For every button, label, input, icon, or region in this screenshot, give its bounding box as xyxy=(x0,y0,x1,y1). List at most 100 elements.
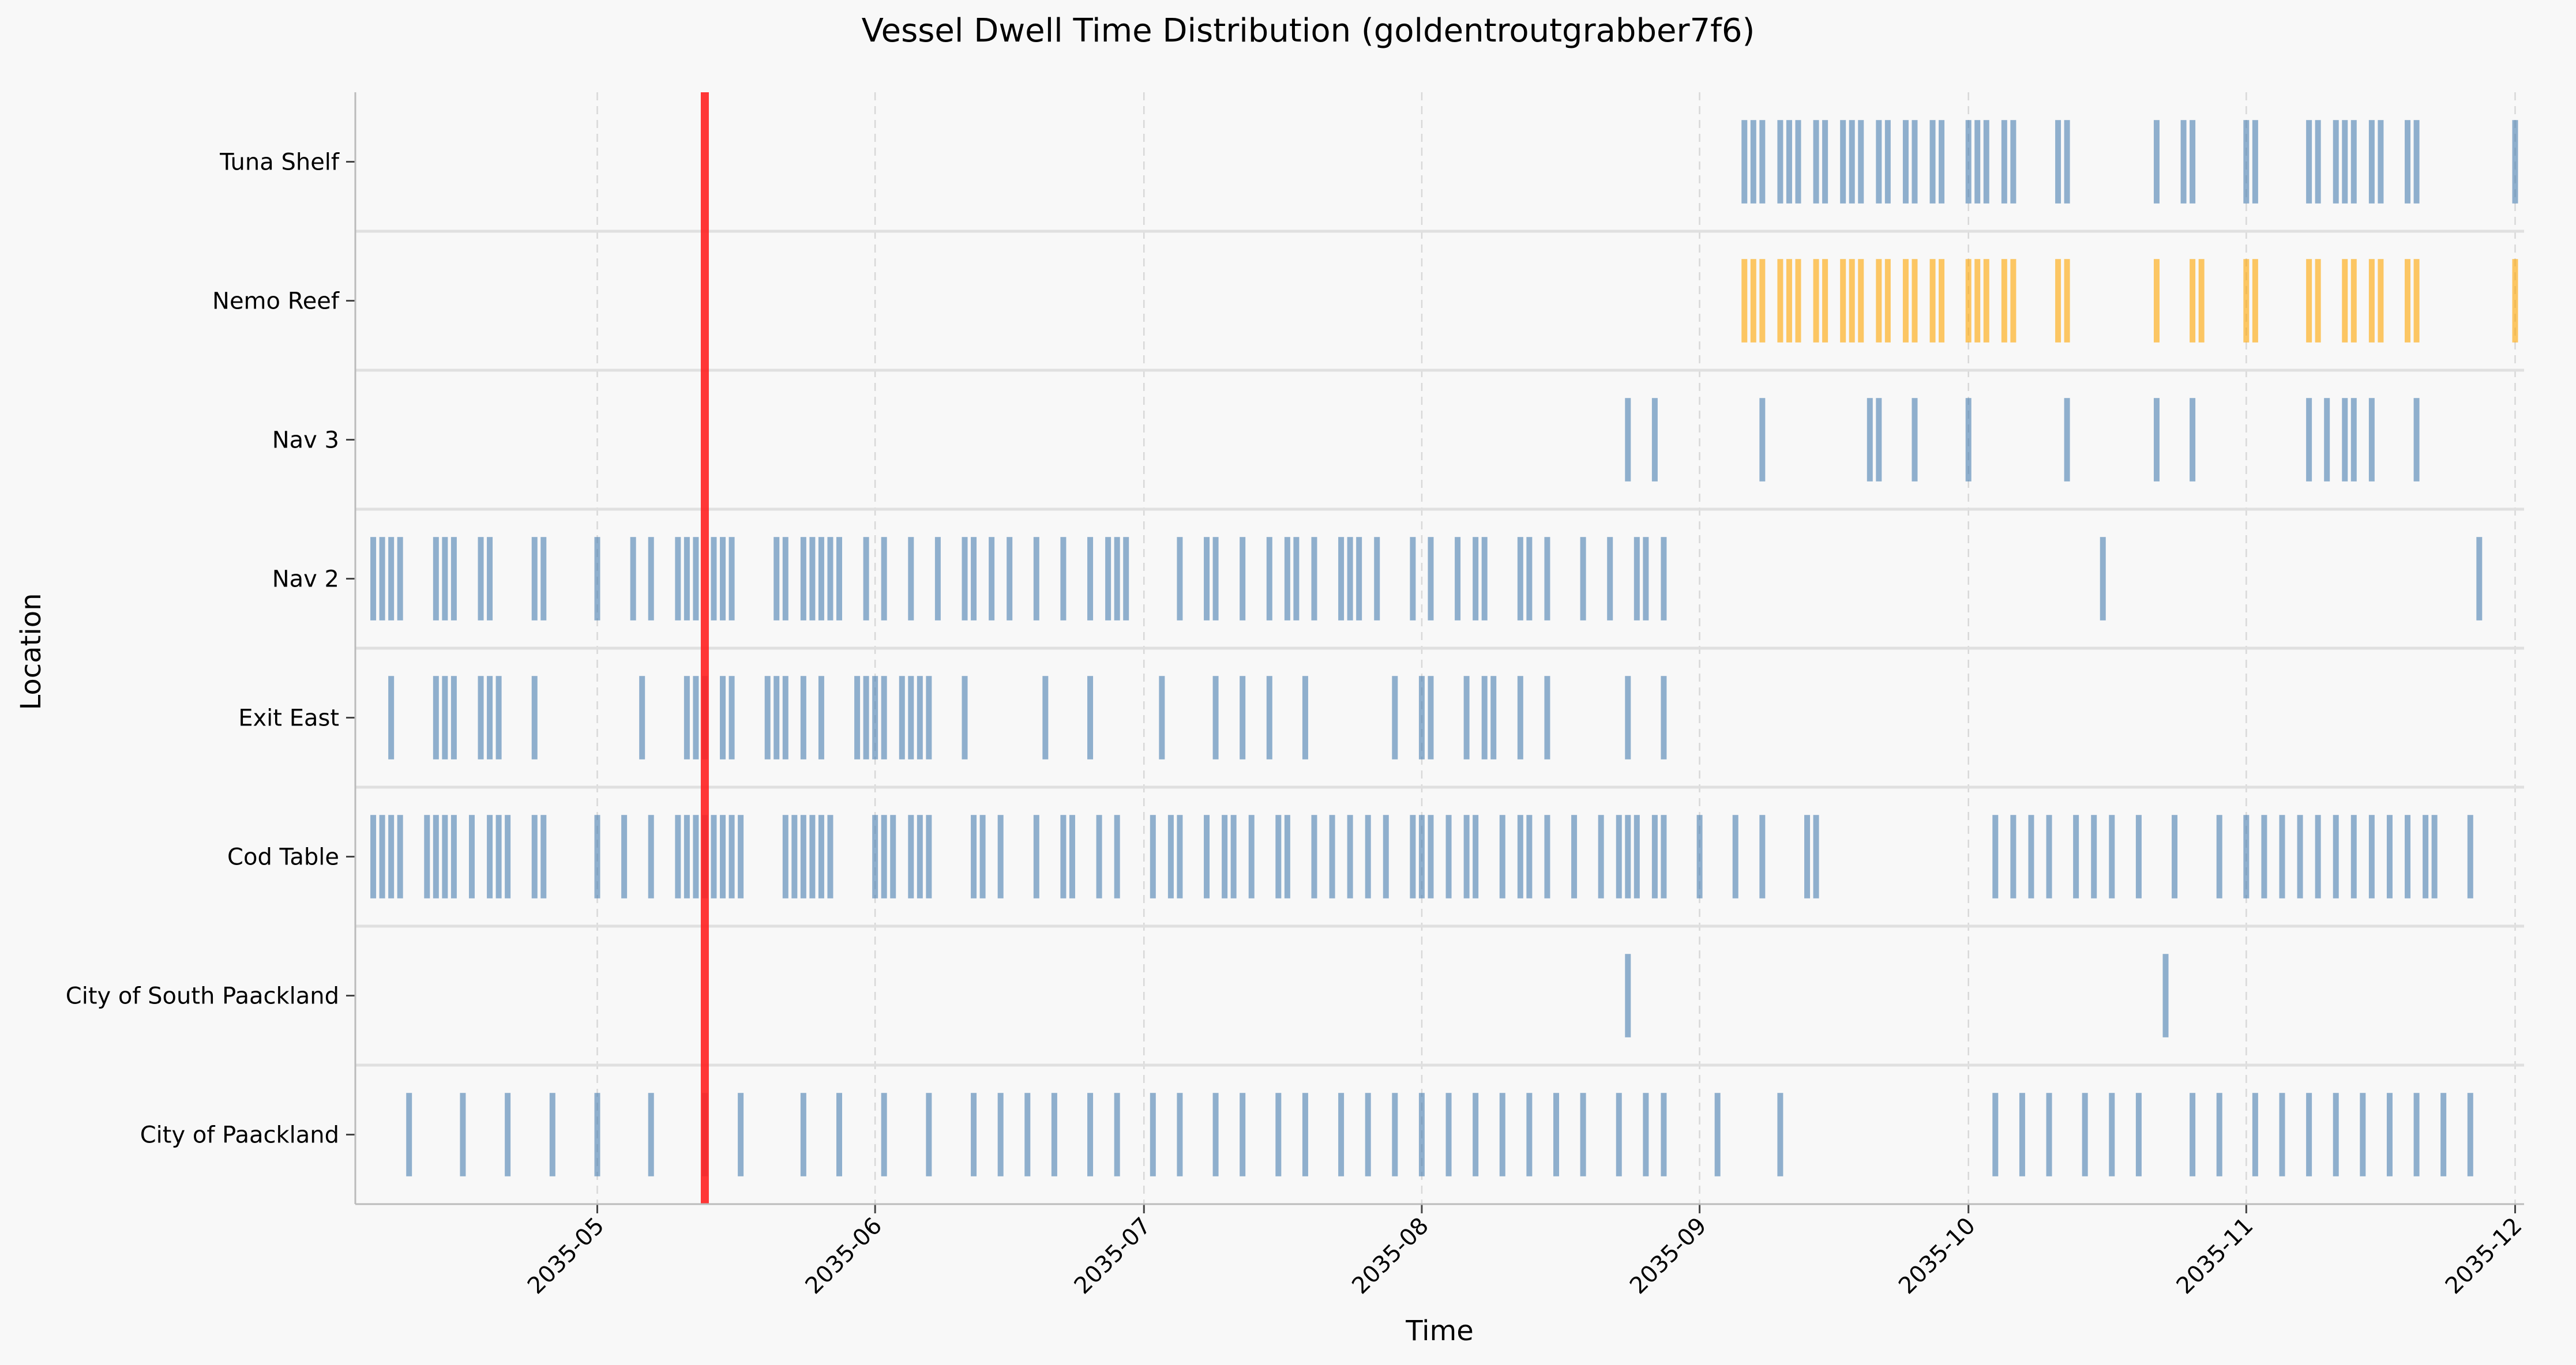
event-mark xyxy=(720,676,726,759)
event-mark xyxy=(2467,1093,2473,1176)
event-mark xyxy=(450,676,457,759)
event-mark xyxy=(908,815,914,898)
event-mark xyxy=(979,815,986,898)
event-mark xyxy=(917,676,923,759)
event-mark xyxy=(2010,259,2017,343)
event-mark xyxy=(2368,815,2375,898)
event-mark xyxy=(926,676,932,759)
event-mark xyxy=(684,815,690,898)
event-mark xyxy=(1293,537,1300,621)
event-mark xyxy=(1634,537,1640,621)
event-mark xyxy=(1212,676,1219,759)
event-mark xyxy=(881,537,887,621)
event-mark xyxy=(1418,676,1425,759)
event-mark xyxy=(872,676,878,759)
event-mark xyxy=(1060,537,1067,621)
event-mark xyxy=(2315,815,2321,898)
event-mark xyxy=(2046,815,2052,898)
event-mark xyxy=(2413,1093,2420,1176)
event-mark xyxy=(1813,815,1819,898)
event-mark xyxy=(2064,120,2070,204)
event-mark xyxy=(2190,259,2196,343)
event-mark xyxy=(495,815,502,898)
event-mark xyxy=(630,537,636,621)
event-mark xyxy=(2306,259,2312,343)
event-mark xyxy=(1884,259,1891,343)
event-mark xyxy=(1867,398,1873,482)
event-mark xyxy=(1007,537,1013,621)
event-mark xyxy=(1275,1093,1282,1176)
event-mark xyxy=(2360,1093,2366,1176)
event-mark xyxy=(1992,815,1999,898)
event-mark xyxy=(1876,120,1882,204)
event-mark xyxy=(1795,259,1801,343)
event-mark xyxy=(827,815,833,898)
event-mark xyxy=(997,1093,1004,1176)
event-mark xyxy=(2135,1093,2142,1176)
event-mark xyxy=(1177,815,1183,898)
event-mark xyxy=(648,537,654,621)
event-mark xyxy=(2172,815,2178,898)
event-mark xyxy=(1795,120,1801,204)
event-mark xyxy=(370,537,377,621)
event-mark xyxy=(1759,259,1766,343)
event-mark xyxy=(442,537,448,621)
event-mark xyxy=(997,815,1004,898)
event-mark xyxy=(764,676,771,759)
event-mark xyxy=(2243,120,2250,204)
event-mark xyxy=(1526,815,1533,898)
event-mark xyxy=(1167,815,1174,898)
event-mark xyxy=(1616,815,1622,898)
event-mark xyxy=(818,815,824,898)
event-mark xyxy=(2413,398,2420,482)
event-mark xyxy=(854,676,861,759)
event-mark xyxy=(1473,537,1479,621)
event-mark xyxy=(2333,1093,2339,1176)
event-mark xyxy=(1912,259,1918,343)
event-mark xyxy=(1418,815,1425,898)
event-mark xyxy=(1410,815,1416,898)
event-mark xyxy=(1661,537,1667,621)
event-mark xyxy=(2306,398,2312,482)
event-mark xyxy=(881,815,887,898)
event-mark xyxy=(388,537,395,621)
event-mark xyxy=(1445,1093,1452,1176)
event-mark xyxy=(881,1093,887,1176)
event-mark xyxy=(2350,120,2357,204)
event-mark xyxy=(1463,676,1470,759)
event-mark xyxy=(460,1093,466,1176)
event-mark xyxy=(738,815,744,898)
event-mark xyxy=(1517,815,1523,898)
event-mark xyxy=(1750,259,1756,343)
event-mark xyxy=(1876,259,1882,343)
event-mark xyxy=(1033,815,1039,898)
event-mark xyxy=(2001,259,2007,343)
event-mark xyxy=(1858,120,1864,204)
event-marks xyxy=(370,120,2518,1176)
event-mark xyxy=(675,537,681,621)
event-mark xyxy=(1625,954,1631,1037)
event-mark xyxy=(675,815,681,898)
event-mark xyxy=(908,537,914,621)
event-mark xyxy=(1428,537,1434,621)
event-mark xyxy=(1750,120,1756,204)
event-mark xyxy=(1418,1093,1425,1176)
event-mark xyxy=(2190,398,2196,482)
event-mark xyxy=(1983,120,1989,204)
event-mark xyxy=(1428,815,1434,898)
y-tick-label: Nav 3 xyxy=(272,427,339,454)
event-mark xyxy=(1069,815,1075,898)
event-mark xyxy=(1240,676,1246,759)
event-mark xyxy=(1517,676,1523,759)
event-mark xyxy=(1266,676,1272,759)
event-mark xyxy=(1634,815,1640,898)
event-mark xyxy=(1732,815,1738,898)
event-mark xyxy=(989,537,995,621)
event-mark xyxy=(2153,120,2160,204)
event-mark xyxy=(809,815,816,898)
event-mark xyxy=(594,1093,600,1176)
event-mark xyxy=(1222,815,1228,898)
event-mark xyxy=(648,1093,654,1176)
event-mark xyxy=(962,676,968,759)
event-mark xyxy=(2342,259,2348,343)
